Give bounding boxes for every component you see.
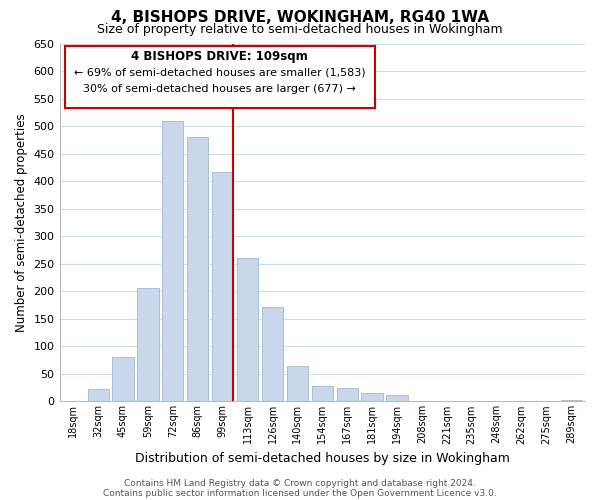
Bar [337, 388, 358, 402]
Text: ← 69% of semi-detached houses are smaller (1,583): ← 69% of semi-detached houses are smalle… [74, 68, 365, 78]
Text: 30% of semi-detached houses are larger (677) →: 30% of semi-detached houses are larger (… [83, 84, 356, 94]
Text: Contains HM Land Registry data © Crown copyright and database right 2024.: Contains HM Land Registry data © Crown c… [124, 478, 476, 488]
Y-axis label: Number of semi-detached properties: Number of semi-detached properties [15, 114, 28, 332]
FancyBboxPatch shape [65, 46, 375, 108]
Bar [262, 307, 283, 402]
Text: Size of property relative to semi-detached houses in Wokingham: Size of property relative to semi-detach… [97, 22, 503, 36]
Bar [237, 258, 258, 402]
Bar [187, 138, 208, 402]
Text: 4, BISHOPS DRIVE, WOKINGHAM, RG40 1WA: 4, BISHOPS DRIVE, WOKINGHAM, RG40 1WA [111, 10, 489, 25]
Bar [361, 393, 383, 402]
Bar [112, 358, 134, 402]
Bar [311, 386, 333, 402]
Bar [386, 395, 407, 402]
X-axis label: Distribution of semi-detached houses by size in Wokingham: Distribution of semi-detached houses by … [135, 452, 510, 465]
Bar [137, 288, 158, 402]
Bar [88, 390, 109, 402]
Text: 4 BISHOPS DRIVE: 109sqm: 4 BISHOPS DRIVE: 109sqm [131, 50, 308, 63]
Bar [212, 172, 233, 402]
Bar [287, 366, 308, 402]
Text: Contains public sector information licensed under the Open Government Licence v3: Contains public sector information licen… [103, 488, 497, 498]
Bar [561, 400, 582, 402]
Bar [162, 121, 184, 402]
